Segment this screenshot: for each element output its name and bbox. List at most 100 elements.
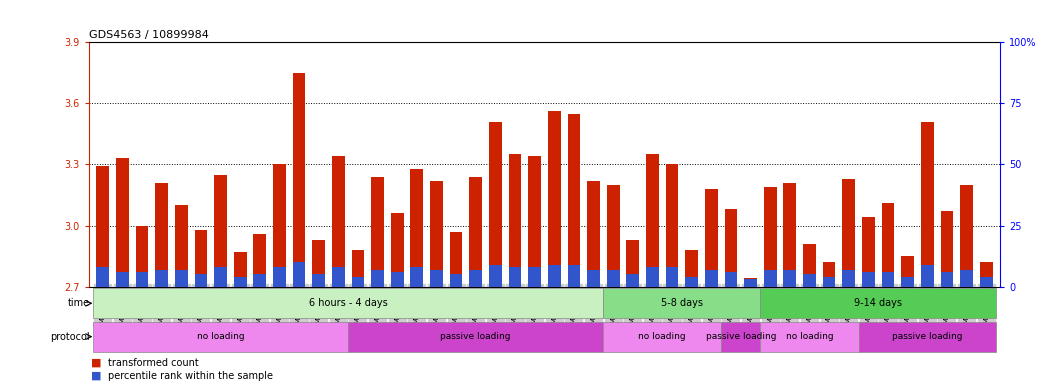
Bar [764, 270, 777, 286]
Bar [352, 277, 364, 286]
Bar [980, 277, 993, 286]
Bar [489, 122, 502, 286]
Bar [764, 187, 777, 286]
Bar [195, 275, 207, 286]
Bar [116, 158, 129, 286]
Text: no loading: no loading [785, 332, 833, 341]
Bar [450, 275, 463, 286]
Bar [450, 232, 463, 286]
Bar [410, 267, 423, 286]
Bar [391, 214, 403, 286]
Bar [372, 177, 384, 286]
Bar [843, 179, 855, 286]
Bar [721, 322, 760, 352]
Bar [352, 250, 364, 286]
Bar [489, 265, 502, 286]
Bar [175, 270, 187, 286]
Bar [960, 185, 973, 286]
Text: passive loading: passive loading [706, 332, 776, 341]
Bar [783, 183, 796, 286]
Bar [666, 267, 678, 286]
Bar [744, 279, 757, 286]
Text: ■: ■ [91, 358, 102, 368]
Bar [155, 270, 168, 286]
Bar [430, 181, 443, 286]
Bar [603, 288, 760, 318]
Text: GDS4563 / 10899984: GDS4563 / 10899984 [89, 30, 208, 40]
Bar [273, 164, 286, 286]
Bar [646, 154, 659, 286]
Bar [529, 156, 541, 286]
Bar [233, 277, 246, 286]
Bar [273, 267, 286, 286]
Bar [548, 265, 560, 286]
Bar [253, 275, 266, 286]
Bar [136, 272, 149, 286]
Bar [293, 73, 306, 286]
Bar [901, 277, 914, 286]
Bar [548, 111, 560, 286]
Bar [509, 154, 521, 286]
Bar [293, 262, 306, 286]
Bar [233, 252, 246, 286]
Bar [803, 275, 816, 286]
Bar [93, 288, 603, 318]
Bar [410, 169, 423, 286]
Text: no loading: no loading [197, 332, 244, 341]
Text: passive loading: passive loading [892, 332, 962, 341]
Bar [93, 322, 348, 352]
Bar [332, 267, 344, 286]
Bar [823, 277, 836, 286]
Bar [686, 250, 698, 286]
Bar [175, 205, 187, 286]
Bar [215, 267, 227, 286]
Bar [603, 322, 721, 352]
Text: time: time [68, 298, 90, 308]
Bar [567, 265, 580, 286]
Bar [96, 167, 109, 286]
Bar [96, 267, 109, 286]
Text: no loading: no loading [639, 332, 686, 341]
Bar [587, 181, 600, 286]
Bar [862, 217, 874, 286]
Bar [744, 278, 757, 286]
Bar [921, 122, 934, 286]
Bar [348, 322, 603, 352]
Bar [705, 270, 717, 286]
Bar [391, 272, 403, 286]
Bar [136, 225, 149, 286]
Bar [509, 267, 521, 286]
Text: protocol: protocol [50, 332, 90, 342]
Bar [195, 230, 207, 286]
Bar [332, 156, 344, 286]
Bar [646, 267, 659, 286]
Bar [567, 114, 580, 286]
Bar [725, 272, 737, 286]
Bar [607, 185, 620, 286]
Bar [882, 203, 894, 286]
Bar [312, 275, 325, 286]
Bar [760, 322, 859, 352]
Bar [921, 265, 934, 286]
Bar [882, 272, 894, 286]
Text: 9-14 days: 9-14 days [854, 298, 903, 308]
Bar [960, 270, 973, 286]
Bar [626, 275, 639, 286]
Bar [843, 270, 855, 286]
Bar [469, 177, 482, 286]
Text: 6 hours - 4 days: 6 hours - 4 days [309, 298, 387, 308]
Bar [215, 175, 227, 286]
Bar [607, 270, 620, 286]
Bar [372, 270, 384, 286]
Bar [312, 240, 325, 286]
Bar [430, 270, 443, 286]
Bar [626, 240, 639, 286]
Text: ■: ■ [91, 371, 102, 381]
Text: transformed count: transformed count [108, 358, 199, 368]
Bar [901, 256, 914, 286]
Bar [823, 262, 836, 286]
Bar [116, 272, 129, 286]
Text: passive loading: passive loading [441, 332, 511, 341]
Text: 5-8 days: 5-8 days [661, 298, 703, 308]
Bar [783, 270, 796, 286]
